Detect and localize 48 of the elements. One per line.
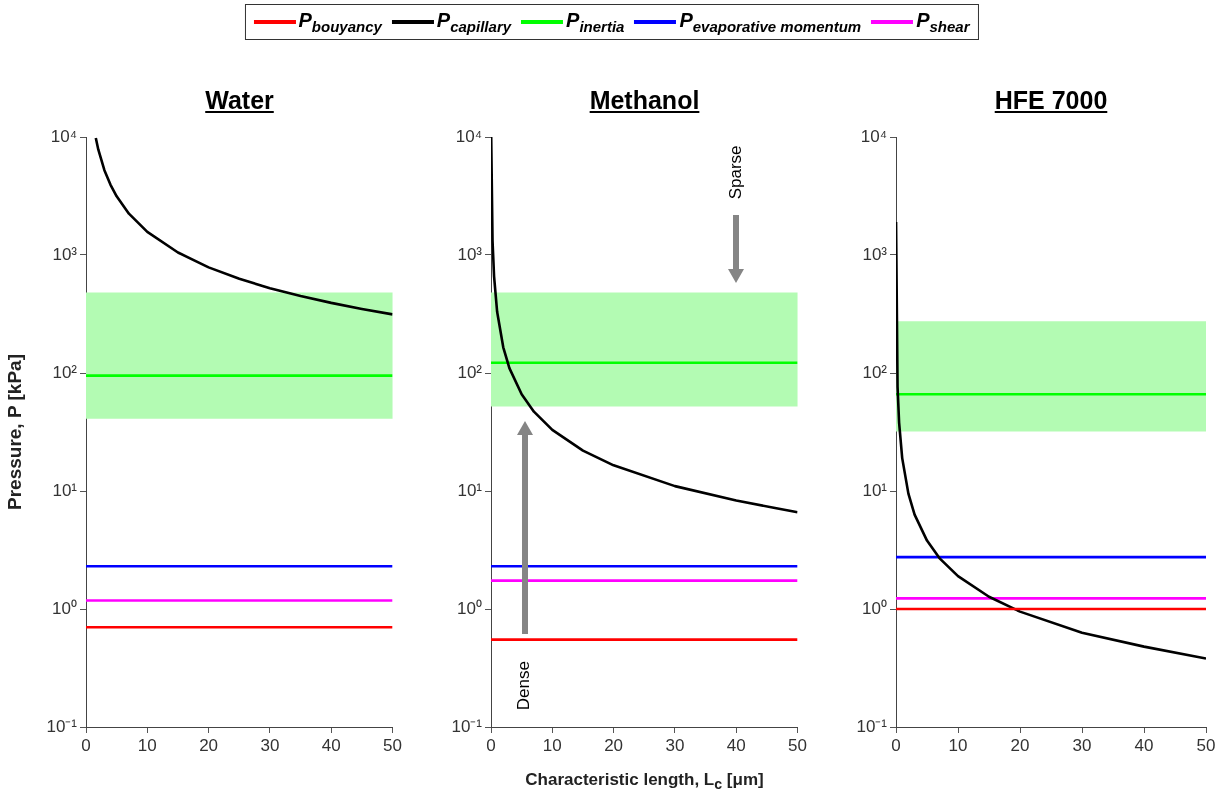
y-tick-label: 10¹ — [52, 480, 78, 500]
legend-label: P$_{capillary}$ — [436, 9, 512, 35]
legend-label: P$_{bouyancy}$ — [298, 9, 382, 35]
x-tick-label: 40 — [726, 735, 746, 755]
y-tick-label: 10¹ — [457, 480, 483, 500]
x-tick-label: 0 — [891, 735, 901, 755]
y-tick-label: 10³ — [457, 244, 483, 264]
y-tick-label: 10⁻¹ — [451, 716, 483, 736]
y-tick-label: 10⁻¹ — [46, 716, 78, 736]
legend-label: P$_{evaporative momentum}$ — [679, 9, 862, 35]
x-tick-label: 50 — [788, 735, 808, 755]
x-tick-label: 0 — [486, 735, 496, 755]
y-axis-title: Pressure, P [kPa] — [3, 354, 25, 510]
chart-title: Methanol — [588, 86, 701, 115]
y-tick-label: 10² — [457, 362, 483, 382]
x-tick-label: 50 — [1196, 735, 1216, 755]
chart-title: HFE 7000 — [993, 86, 1109, 115]
y-tick-label: 10² — [52, 362, 78, 382]
legend-label: P$_{shear}$ — [916, 9, 970, 35]
y-tick-label: 10¹ — [862, 480, 888, 500]
y-tick-label: 10³ — [52, 244, 78, 264]
legend-label: P$_{inertia}$ — [566, 9, 625, 35]
chart-title: Water — [204, 86, 275, 115]
x-tick-label: 10 — [948, 735, 968, 755]
x-tick-label: 30 — [1072, 735, 1092, 755]
x-tick-label: 30 — [665, 735, 685, 755]
annotation: Sparse — [725, 145, 745, 200]
y-tick-label: 10³ — [862, 244, 888, 264]
x-tick-label: 40 — [321, 735, 341, 755]
x-tick-label: 10 — [542, 735, 562, 755]
x-tick-label: 50 — [383, 735, 403, 755]
y-tick-label: 10⁴ — [50, 126, 77, 146]
x-tick-label: 20 — [199, 735, 219, 755]
annotation: Dense — [514, 661, 534, 711]
y-tick-label: 10⁰ — [862, 598, 887, 618]
y-tick-label: 10⁰ — [52, 598, 77, 618]
y-tick-label: 10⁻¹ — [856, 716, 888, 736]
y-tick-label: 10² — [862, 362, 888, 382]
x-tick-label: 30 — [260, 735, 280, 755]
y-tick-label: 10⁴ — [860, 126, 887, 146]
x-tick-label: 20 — [1010, 735, 1030, 755]
x-tick-label: 40 — [1134, 735, 1154, 755]
x-tick-label: 20 — [604, 735, 624, 755]
x-tick-label: 10 — [137, 735, 157, 755]
x-axis-title: Characteristic length, L$_{c}$ [μm] — [524, 770, 765, 793]
y-tick-label: 10⁴ — [455, 126, 482, 146]
x-tick-label: 0 — [81, 735, 91, 755]
y-tick-label: 10⁰ — [457, 598, 482, 618]
